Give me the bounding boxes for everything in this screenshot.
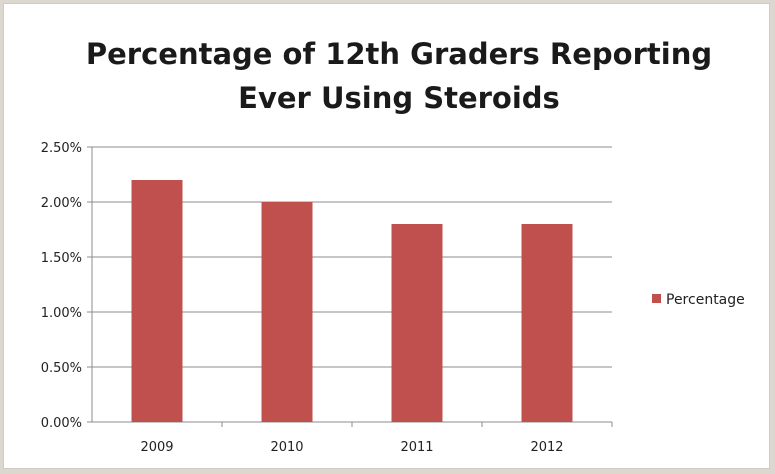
y-tick-labels: 0.00% 0.50% 1.00% 1.50% 2.00% 2.50%	[41, 141, 82, 431]
chart-title: Percentage of 12th Graders Reporting Eve…	[85, 37, 713, 115]
y-tick-label: 0.00%	[41, 416, 82, 431]
y-tick-label: 1.50%	[41, 251, 82, 266]
x-tick-labels: 2009 2010 2011 2012	[140, 440, 563, 455]
bar-2012	[521, 224, 573, 422]
y-tick-label: 2.50%	[41, 141, 82, 156]
bars	[131, 180, 573, 422]
bar-2009	[131, 180, 183, 422]
legend-swatch	[652, 294, 661, 303]
x-tick-label: 2010	[270, 440, 303, 455]
legend-label: Percentage	[666, 292, 745, 308]
bar-2011	[391, 224, 443, 422]
y-tick-label: 1.00%	[41, 306, 82, 321]
x-tick-label: 2012	[530, 440, 563, 455]
y-tick-label: 0.50%	[41, 361, 82, 376]
x-tick-label: 2009	[140, 440, 173, 455]
y-tick-label: 2.00%	[41, 196, 82, 211]
legend: Percentage	[652, 292, 745, 308]
bar-2010	[261, 202, 313, 422]
x-tick-label: 2011	[400, 440, 433, 455]
chart-frame: Percentage of 12th Graders Reporting Eve…	[3, 3, 770, 469]
